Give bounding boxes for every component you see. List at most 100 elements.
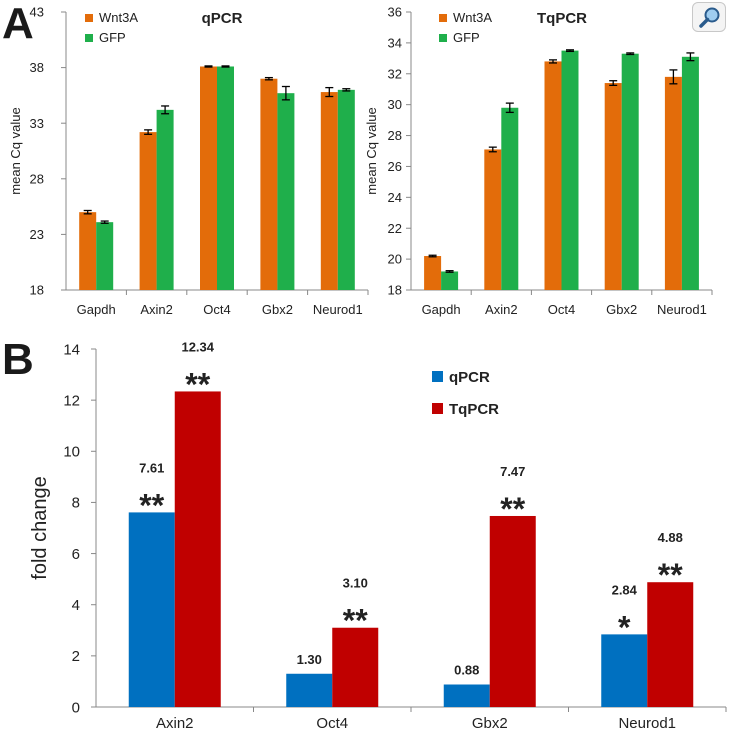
chart-title: qPCR (202, 10, 243, 27)
x-tick-label: Oct4 (548, 302, 575, 317)
bar-gfp-oct4 (217, 66, 234, 290)
x-tick-label: Gbx2 (262, 302, 293, 317)
x-tick-label: Axin2 (140, 302, 173, 317)
tqpcr-cq-chart: 18 20 22 24 26 28 30 32 34 36 mean Cq value TqPCR Ga… (364, 5, 713, 317)
bar-gfp-neurod1 (337, 89, 355, 290)
x-tick-label: Neurod1 (618, 715, 676, 732)
y-tick-label: 22 (388, 221, 402, 236)
legend-swatch (85, 34, 93, 42)
y-tick-label: 32 (388, 66, 402, 81)
x-tick-label: Gbx2 (606, 302, 637, 317)
y-tick-label: 26 (388, 159, 402, 174)
bar-wnt3a-axin2 (139, 132, 157, 290)
x-tick-label: Gapdh (77, 302, 116, 317)
bar-qpcr-axin2 (128, 512, 175, 707)
data-label: 7.61 (139, 460, 164, 475)
y-tick-label: 6 (72, 546, 80, 563)
bar-gfp-gbx2 (277, 93, 295, 291)
bar-wnt3a-neurod1 (664, 76, 682, 290)
bar-gfp-gbx2 (621, 53, 639, 291)
y-tick-label: 38 (30, 60, 44, 75)
bar-wnt3a-gbx2 (260, 78, 278, 290)
significance-marker: ** (658, 557, 683, 593)
y-tick-label: 28 (30, 171, 44, 186)
y-tick-label: 10 (63, 444, 80, 461)
y-tick-label: 4 (72, 597, 80, 614)
legend-label: Wnt3A (99, 10, 138, 25)
x-tick-label: Axin2 (156, 715, 194, 732)
significance-marker: ** (185, 366, 210, 402)
bar-qpcr-neurod1 (601, 634, 648, 707)
bar-gfp-neurod1 (681, 56, 699, 291)
significance-marker: ** (500, 491, 525, 527)
bar-wnt3a-neurod1 (320, 92, 338, 291)
bar-wnt3a-oct4 (544, 61, 562, 290)
legend-label: qPCR (449, 369, 490, 386)
x-tick-label: Gbx2 (472, 715, 508, 732)
data-label: 4.88 (658, 530, 683, 545)
y-tick-label: 18 (30, 283, 44, 298)
y-tick-label: 8 (72, 495, 80, 512)
y-tick-label: 33 (30, 116, 44, 131)
bar-wnt3a-axin2 (484, 149, 502, 290)
bar-wnt3a-gbx2 (604, 83, 622, 291)
x-tick-label: Gapdh (422, 302, 461, 317)
data-label: 2.84 (612, 582, 638, 597)
y-tick-label: 23 (30, 227, 44, 242)
zoom-button[interactable] (692, 2, 726, 32)
bar-qpcr-oct4 (286, 673, 333, 707)
y-axis-label: fold change (29, 476, 51, 579)
legend-label: GFP (453, 30, 480, 45)
bar-tqpcr-oct4 (332, 627, 379, 707)
bar-tqpcr-neurod1 (647, 582, 694, 707)
significance-marker: ** (139, 487, 164, 523)
x-tick-label: Oct4 (203, 302, 230, 317)
y-tick-label: 2 (72, 648, 80, 665)
y-tick-label: 34 (388, 35, 402, 50)
bar-tqpcr-axin2 (174, 391, 221, 707)
data-label: 0.88 (454, 662, 479, 677)
bar-qpcr-gbx2 (443, 684, 490, 707)
significance-marker: ** (343, 603, 368, 639)
y-tick-label: 43 (30, 5, 44, 20)
bar-wnt3a-gapdh (424, 256, 442, 290)
x-tick-label: Neurod1 (313, 302, 363, 317)
y-tick-label: 30 (388, 97, 402, 112)
x-tick-label: Axin2 (485, 302, 518, 317)
legend-label: TqPCR (449, 401, 499, 418)
y-tick-label: 28 (388, 128, 402, 143)
data-label: 3.10 (343, 576, 368, 591)
legend-label: GFP (99, 30, 126, 45)
panel-label-a: A (2, 0, 34, 48)
legend-swatch (85, 14, 93, 22)
y-tick-label: 24 (388, 190, 402, 205)
panel-label-b: B (2, 335, 34, 384)
bar-gfp-oct4 (561, 50, 579, 290)
bar-wnt3a-oct4 (200, 66, 217, 290)
data-label: 1.30 (297, 652, 322, 667)
y-tick-label: 20 (388, 252, 402, 267)
y-tick-label: 18 (388, 283, 402, 298)
y-tick-label: 0 (72, 699, 80, 716)
legend-swatch (432, 403, 443, 414)
x-tick-label: Oct4 (316, 715, 348, 732)
y-tick-label: 14 (63, 341, 80, 358)
magnifier-icon (699, 7, 720, 28)
data-label: 7.47 (500, 464, 525, 479)
bar-gfp-gapdh (441, 271, 459, 290)
qpcr-cq-chart: 18 23 28 33 38 43 mean Cq value qPCR Gapdh Axin2 O… (8, 5, 369, 317)
significance-marker: * (618, 609, 631, 645)
legend-swatch (439, 34, 447, 42)
legend-swatch (432, 371, 443, 382)
data-label: 12.34 (181, 339, 214, 354)
bar-gfp-axin2 (156, 109, 174, 290)
chart-title: TqPCR (537, 10, 587, 27)
y-axis-label: mean Cq value (8, 107, 23, 194)
y-axis-label: mean Cq value (364, 107, 379, 194)
y-tick-label: 12 (63, 392, 80, 409)
bar-gfp-gapdh (96, 222, 114, 290)
y-tick-label: 36 (388, 5, 402, 20)
legend-swatch (439, 14, 447, 22)
